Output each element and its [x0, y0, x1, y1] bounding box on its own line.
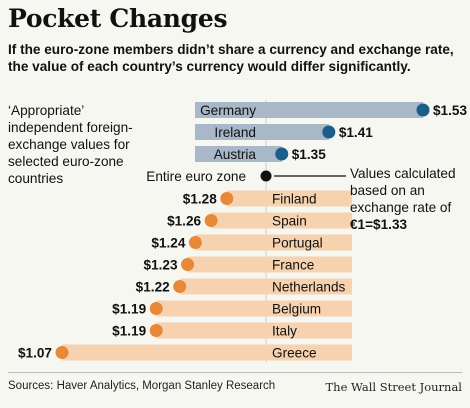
category-label-finland: Finland: [272, 192, 317, 207]
bar-spain: [211, 212, 352, 229]
bar-belgium: [156, 300, 352, 317]
exchange-rate-label: €1=$1.33: [350, 217, 408, 232]
category-label-portugal: Portugal: [272, 236, 323, 251]
bar-germany: [195, 102, 423, 118]
bar-netherlands: [179, 278, 352, 295]
dot-germany: [416, 103, 430, 117]
right-annotation-text: Values calculated based on an exchange r…: [350, 166, 456, 215]
value-label-spain: $1.26: [167, 214, 201, 229]
dot-france: [181, 258, 195, 271]
value-label-austria: $1.35: [292, 147, 326, 162]
category-label-greece: Greece: [272, 346, 317, 361]
category-label-italy: Italy: [272, 324, 297, 339]
category-label-spain: Spain: [272, 214, 307, 229]
value-label-belgium: $1.19: [112, 302, 146, 317]
left-annotation: ‘Appropriate’ independent foreign-exchan…: [8, 103, 133, 186]
bar-portugal: [195, 234, 352, 251]
chart-title: Pocket Changes: [8, 4, 228, 33]
bar-finland: [226, 190, 352, 207]
bar-italy: [156, 322, 352, 339]
bar-austria: [195, 146, 282, 162]
dot-netherlands: [173, 280, 187, 293]
right-annotation: Values calculated based on an exchange r…: [350, 165, 468, 233]
category-label-netherlands: Netherlands: [272, 280, 346, 295]
value-label-greece: $1.07: [18, 346, 52, 361]
bar-france: [187, 256, 352, 273]
dot-austria: [275, 147, 289, 161]
value-label-portugal: $1.24: [151, 236, 185, 251]
baseline-dot: [260, 170, 272, 182]
value-label-germany: $1.53: [433, 103, 467, 118]
value-label-ireland: $1.41: [339, 125, 373, 140]
dot-spain: [204, 214, 218, 227]
bar-greece: [62, 344, 352, 361]
baseline-label: Entire euro zone: [146, 169, 246, 184]
value-label-italy: $1.19: [112, 324, 146, 339]
dot-greece: [55, 346, 69, 359]
category-label-france: France: [272, 258, 314, 273]
dot-italy: [149, 324, 163, 337]
dot-portugal: [188, 236, 202, 249]
category-label-ireland: Ireland: [214, 125, 256, 140]
footer-divider: [8, 372, 462, 373]
dot-ireland: [322, 125, 336, 139]
category-label-belgium: Belgium: [272, 302, 321, 317]
value-label-finland: $1.28: [183, 192, 217, 207]
value-label-netherlands: $1.22: [136, 280, 170, 295]
source-note: Sources: Haver Analytics, Morgan Stanley…: [8, 380, 276, 392]
category-label-austria: Austria: [214, 147, 257, 162]
category-label-germany: Germany: [200, 103, 256, 118]
publisher-credit: The Wall Street Journal: [325, 380, 463, 394]
chart-subtitle: If the euro-zone members didn’t share a …: [8, 42, 454, 74]
dot-finland: [220, 192, 234, 205]
value-label-france: $1.23: [144, 258, 178, 273]
dot-belgium: [149, 302, 163, 315]
bar-ireland: [195, 124, 329, 140]
